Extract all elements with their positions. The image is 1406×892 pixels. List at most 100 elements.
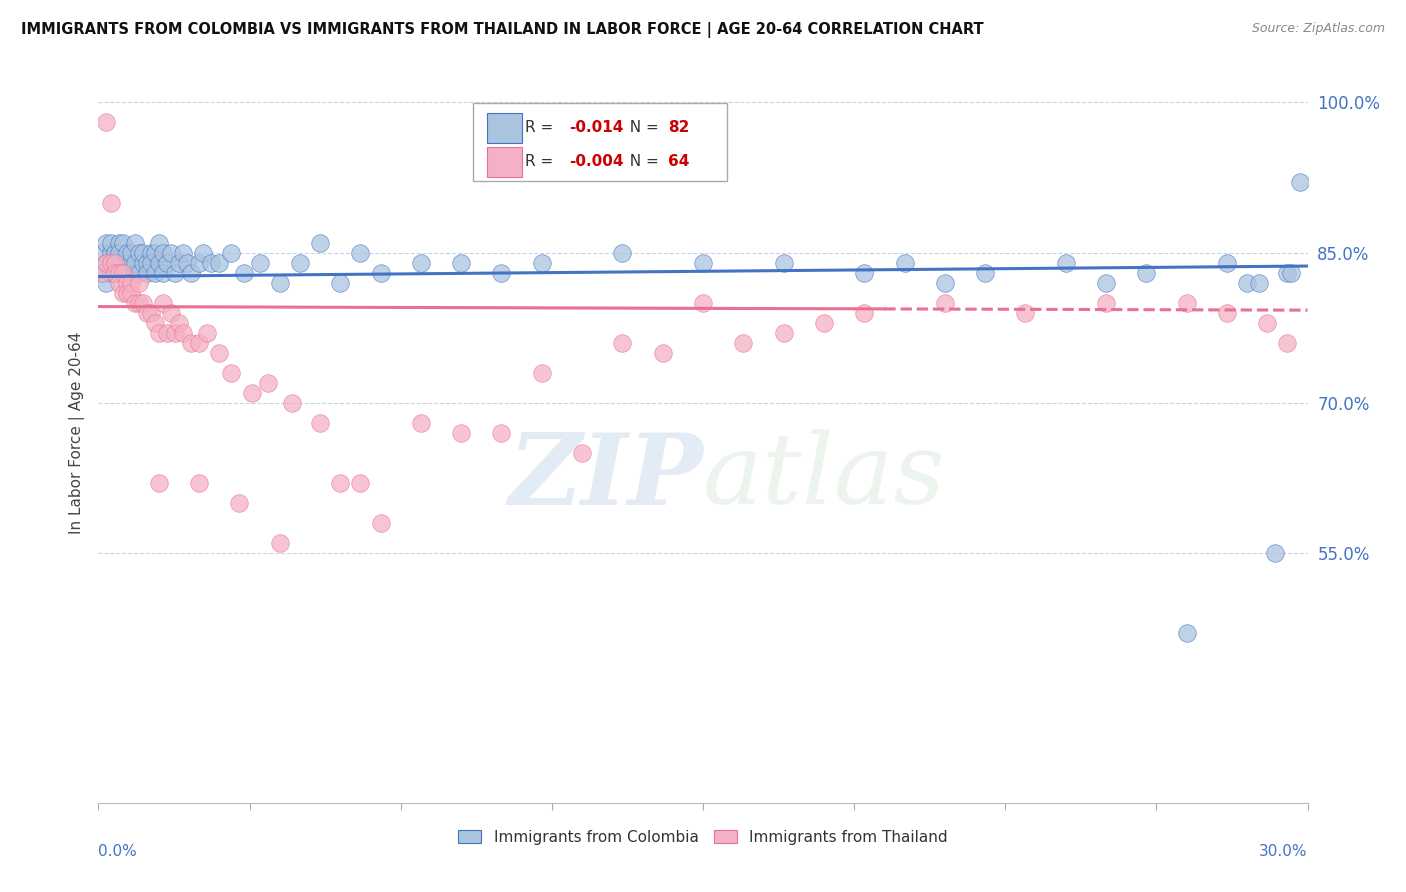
Point (100, 266, 122, 280)
Point (1095, 276, 1118, 290)
Point (200, 255, 222, 269)
Point (571, 445, 593, 459)
Text: R =: R = (526, 120, 558, 136)
FancyBboxPatch shape (474, 103, 727, 181)
Point (180, 335, 202, 350)
Point (530, 366, 553, 380)
Point (193, 245, 215, 260)
Point (1256, 316, 1278, 330)
Point (1095, 295, 1118, 310)
Text: 82: 82 (668, 120, 689, 136)
Point (1264, 546, 1286, 560)
Point (96, 115, 118, 129)
Text: 64: 64 (668, 154, 689, 169)
Point (309, 235, 332, 250)
Text: R =: R = (526, 154, 558, 169)
Point (128, 266, 150, 280)
Text: ZIP: ZIP (508, 429, 703, 525)
Point (100, 255, 122, 269)
Point (349, 475, 371, 490)
Point (1175, 625, 1198, 640)
Point (160, 245, 183, 260)
Point (651, 345, 673, 359)
Point (853, 266, 876, 280)
Text: N =: N = (620, 120, 664, 136)
Point (115, 276, 138, 290)
Text: 30.0%: 30.0% (1260, 844, 1308, 858)
Point (139, 245, 162, 260)
Point (91, 245, 114, 260)
Point (152, 266, 174, 280)
Point (370, 516, 392, 530)
Point (115, 285, 138, 300)
Point (288, 255, 311, 269)
Point (163, 326, 186, 340)
Point (240, 385, 263, 400)
Point (100, 195, 122, 210)
Point (228, 496, 250, 510)
Point (269, 535, 291, 549)
Point (409, 255, 432, 269)
Point (1288, 176, 1310, 190)
Point (1014, 305, 1036, 319)
Point (132, 295, 155, 310)
Point (139, 305, 162, 319)
Text: 0.0%: 0.0% (98, 844, 138, 858)
Point (772, 326, 794, 340)
Point (111, 255, 134, 269)
Point (100, 255, 122, 269)
Point (115, 245, 138, 260)
Text: -0.014: -0.014 (569, 120, 623, 136)
Point (329, 475, 352, 490)
Point (100, 235, 122, 250)
Point (156, 326, 179, 340)
Point (409, 416, 432, 430)
Point (491, 266, 513, 280)
Point (692, 295, 714, 310)
Point (111, 266, 134, 280)
Point (152, 245, 174, 260)
Point (103, 266, 125, 280)
Point (124, 295, 146, 310)
Point (135, 305, 157, 319)
Point (612, 245, 634, 260)
Point (152, 295, 174, 310)
Point (370, 266, 392, 280)
Point (128, 276, 150, 290)
Point (172, 245, 194, 260)
Point (309, 416, 332, 430)
Point (349, 245, 371, 260)
Point (195, 326, 218, 340)
Point (269, 276, 291, 290)
Point (167, 316, 190, 330)
Text: N =: N = (620, 154, 664, 169)
Point (143, 245, 166, 260)
Point (934, 295, 956, 310)
Point (167, 255, 190, 269)
Point (148, 326, 170, 340)
Point (188, 475, 211, 490)
Point (256, 376, 278, 390)
Point (120, 245, 142, 260)
Text: Source: ZipAtlas.com: Source: ZipAtlas.com (1251, 22, 1385, 36)
Point (107, 276, 129, 290)
Point (120, 285, 142, 300)
Point (180, 266, 202, 280)
Point (1236, 276, 1258, 290)
Point (221, 366, 243, 380)
Point (893, 255, 915, 269)
Point (1175, 295, 1198, 310)
Point (96, 255, 118, 269)
Point (1281, 266, 1303, 280)
Point (120, 276, 142, 290)
Point (115, 255, 138, 269)
Point (692, 255, 714, 269)
Text: -0.004: -0.004 (569, 154, 623, 169)
Point (103, 266, 125, 280)
Point (329, 276, 352, 290)
Point (143, 316, 166, 330)
Point (208, 345, 231, 359)
Point (135, 255, 157, 269)
Point (100, 245, 122, 260)
Point (163, 266, 186, 280)
